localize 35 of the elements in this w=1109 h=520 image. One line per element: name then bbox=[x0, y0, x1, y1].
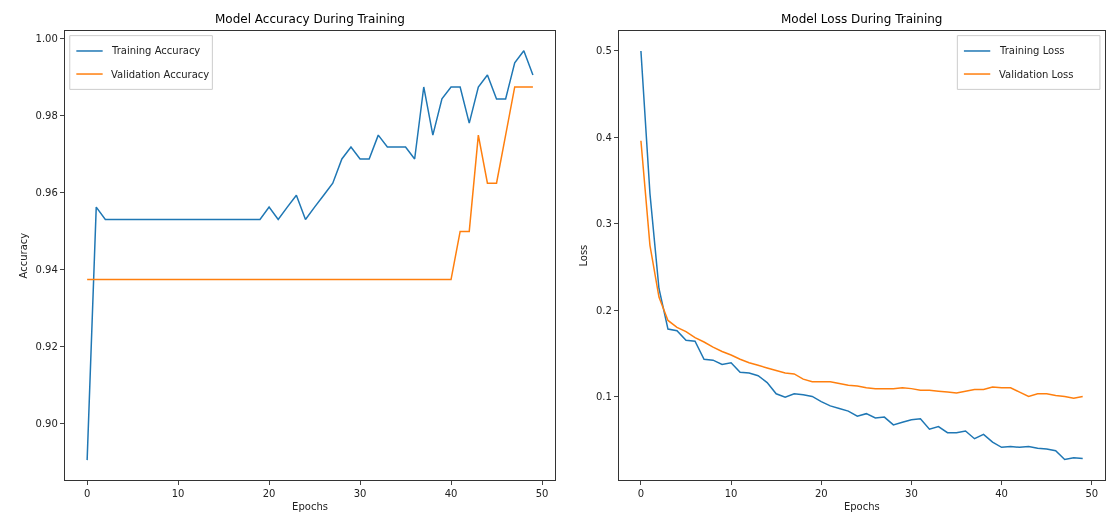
y-tick-label: 0.90 bbox=[35, 418, 58, 430]
x-tick-label: 40 bbox=[995, 488, 1008, 500]
y-tick-label: 0.98 bbox=[35, 110, 58, 122]
chart-title: Model Loss During Training bbox=[781, 12, 943, 26]
legend-label: Training Loss bbox=[999, 45, 1065, 56]
x-tick-label: 30 bbox=[353, 488, 367, 500]
line-series bbox=[640, 140, 1084, 399]
x-tick-label: 20 bbox=[814, 488, 828, 500]
legend-label: Validation Accuracy bbox=[111, 69, 210, 80]
x-tick-label: 50 bbox=[1085, 488, 1099, 500]
x-axis-title: Epochs bbox=[843, 500, 880, 512]
y-tick-label: 0.5 bbox=[595, 45, 612, 57]
legend-label: Validation Loss bbox=[999, 69, 1074, 80]
x-tick-label: 0 bbox=[83, 488, 91, 500]
y-tick-label: 0.96 bbox=[35, 187, 58, 199]
x-axis-title: Epochs bbox=[292, 500, 328, 512]
y-axis-title: Accuracy bbox=[17, 232, 29, 279]
y-tick-label: 0.4 bbox=[595, 131, 612, 143]
x-tick-label: 0 bbox=[637, 488, 645, 500]
y-tick-label: 0.2 bbox=[595, 304, 612, 316]
x-tick-label: 40 bbox=[444, 488, 458, 500]
y-tick-label: 0.1 bbox=[595, 390, 612, 402]
legend-label: Training Accuracy bbox=[111, 45, 201, 56]
y-axis-title: Loss bbox=[577, 244, 589, 267]
x-tick-label: 20 bbox=[262, 488, 276, 500]
y-tick-label: 0.3 bbox=[595, 218, 612, 230]
x-tick-label: 10 bbox=[724, 488, 738, 500]
y-tick-label: 0.92 bbox=[35, 341, 58, 353]
y-tick-label: 0.94 bbox=[35, 264, 58, 276]
x-tick-label: 10 bbox=[171, 488, 185, 500]
x-tick-label: 30 bbox=[905, 488, 918, 500]
x-tick-label: 50 bbox=[535, 488, 549, 500]
line-series bbox=[86, 86, 534, 281]
chart-title: Model Accuracy During Training bbox=[215, 12, 405, 26]
y-tick-label: 1.00 bbox=[35, 33, 58, 45]
